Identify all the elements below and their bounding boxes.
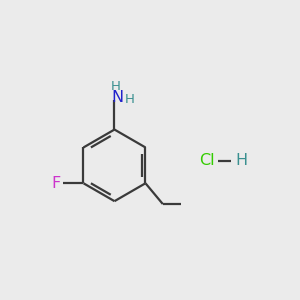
- Text: N: N: [111, 90, 123, 105]
- Text: H: H: [236, 153, 248, 168]
- Text: H: H: [111, 80, 121, 93]
- Text: F: F: [52, 176, 61, 191]
- Text: H: H: [124, 93, 134, 106]
- Text: Cl: Cl: [199, 153, 214, 168]
